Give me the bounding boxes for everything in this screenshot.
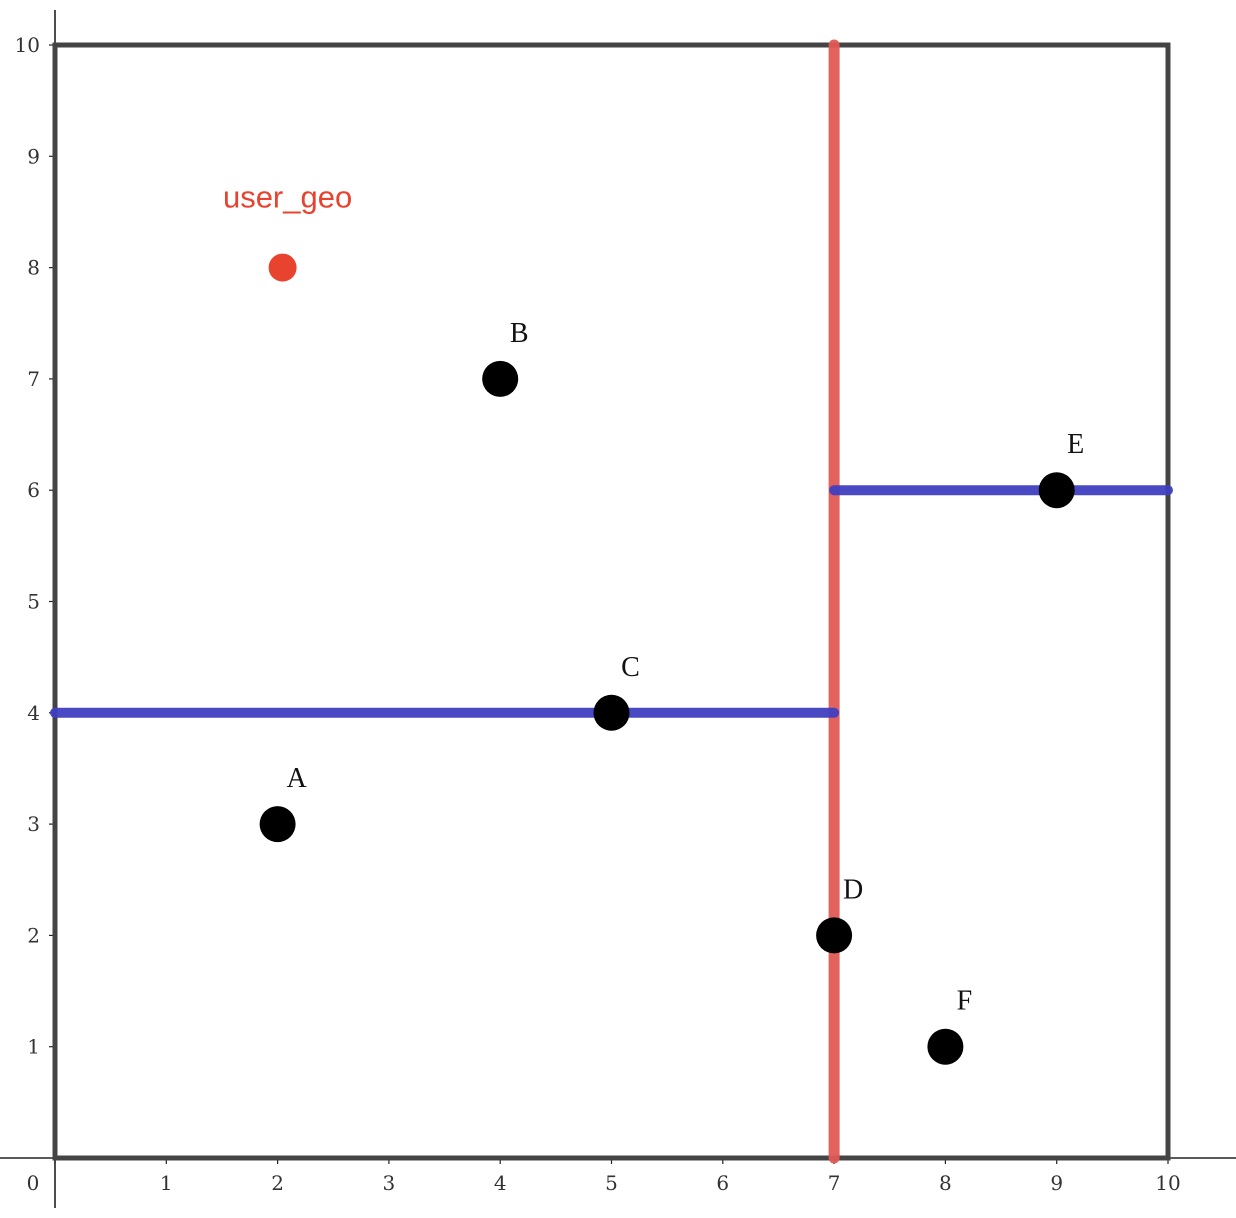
y-tick-label: 8 [27,256,40,280]
x-tick-label: 2 [271,1171,284,1195]
point-F: F [927,986,972,1065]
x-tick-label: 10 [1155,1171,1180,1195]
bounding-box [52,42,1171,1161]
point-label: D [843,874,863,905]
query-point-label: user_geo [223,180,352,215]
point-label: A [286,763,307,794]
point-label: B [510,318,529,349]
y-tick-label: 4 [27,701,40,725]
point-marker [482,360,519,397]
x-tick-label: 7 [828,1171,841,1195]
point-marker [259,806,296,843]
point-label: F [957,986,973,1017]
point-E: E [1038,429,1084,509]
point-marker [593,694,630,731]
query-point-group: user_geo [223,180,352,282]
x-tick-label: 8 [939,1171,952,1195]
x-tick-label: 6 [716,1171,729,1195]
query-point-marker [268,253,297,282]
tick-labels: 0 1 2 3 4 5 6 7 8 9 10 1 2 3 4 5 6 7 8 9 10 [15,33,1181,1195]
y-tick-label: 2 [27,923,40,947]
x-tick-label: 5 [605,1171,618,1195]
y-tick-label: 1 [27,1035,40,1059]
data-points: A B C D E F [259,318,1084,1065]
y-tick-label: 5 [27,590,40,614]
point-D: D [816,874,863,954]
point-marker [927,1028,964,1065]
x-tick-label: 1 [160,1171,173,1195]
x-tick-label: 3 [383,1171,396,1195]
point-A: A [259,763,307,843]
point-marker [816,917,853,954]
point-label: C [621,652,640,683]
point-marker [1038,472,1075,509]
point-C: C [593,652,640,731]
x-tick-label: 4 [494,1171,507,1195]
x-tick-label: 9 [1050,1171,1063,1195]
y-tick-label: 7 [27,367,40,391]
y-tick-label: 3 [27,812,40,836]
point-label: E [1067,429,1084,460]
boundary-box-rect [52,42,1171,1161]
y-tick-label: 6 [27,478,40,502]
axes [0,10,1236,1208]
split-lines [50,39,1173,1164]
y-tick-label: 10 [15,33,40,57]
point-B: B [482,318,529,397]
x-tick-label: 0 [27,1171,40,1195]
y-tick-label: 9 [27,144,40,168]
